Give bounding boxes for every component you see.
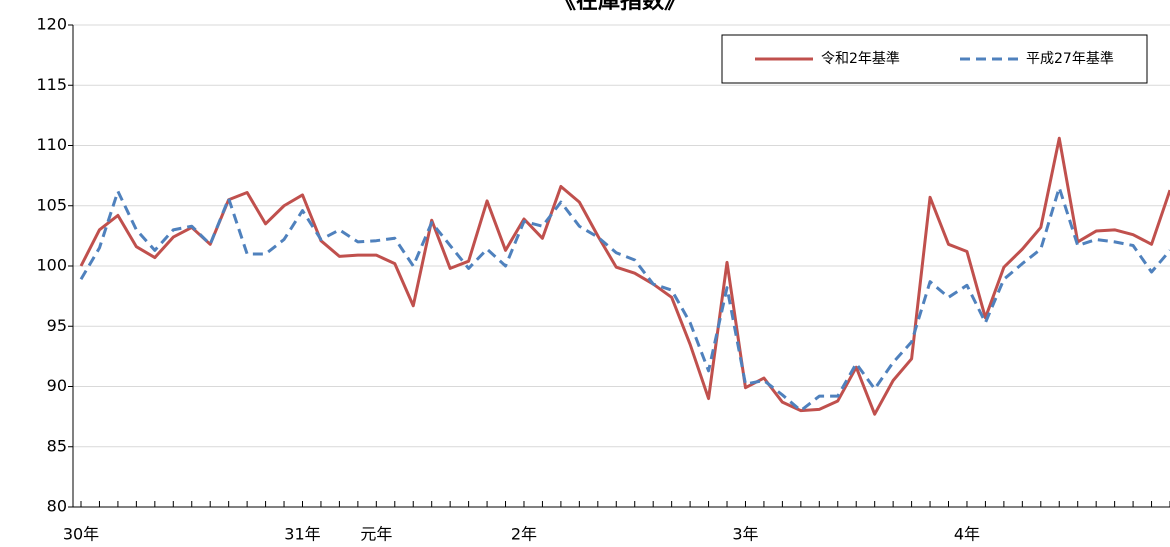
- y-tick-label: 95: [47, 316, 67, 335]
- x-tick-label: 3年: [732, 525, 758, 544]
- y-tick-label: 110: [36, 135, 67, 154]
- x-tick-label: 30年: [63, 525, 99, 544]
- y-tick-label: 115: [36, 75, 67, 94]
- y-tick-label: 120: [36, 15, 67, 34]
- y-tick-label: 85: [47, 436, 67, 455]
- legend-label: 平成27年基準: [1026, 50, 1114, 67]
- series-line: [79, 136, 1170, 416]
- y-tick-label: 90: [47, 376, 67, 395]
- x-tick-label: 元年: [360, 525, 392, 544]
- y-tick-label: 100: [36, 256, 67, 275]
- legend-label: 令和2年基準: [821, 50, 900, 67]
- x-tick-label: 2年: [511, 525, 537, 544]
- series-line: [79, 186, 1170, 413]
- x-tick-label: 31年: [284, 525, 320, 544]
- x-tick-label: 4年: [954, 525, 980, 544]
- y-tick-label: 105: [36, 195, 67, 214]
- chart-title: 《在庫指数》: [554, 0, 686, 14]
- y-tick-label: 80: [47, 497, 67, 516]
